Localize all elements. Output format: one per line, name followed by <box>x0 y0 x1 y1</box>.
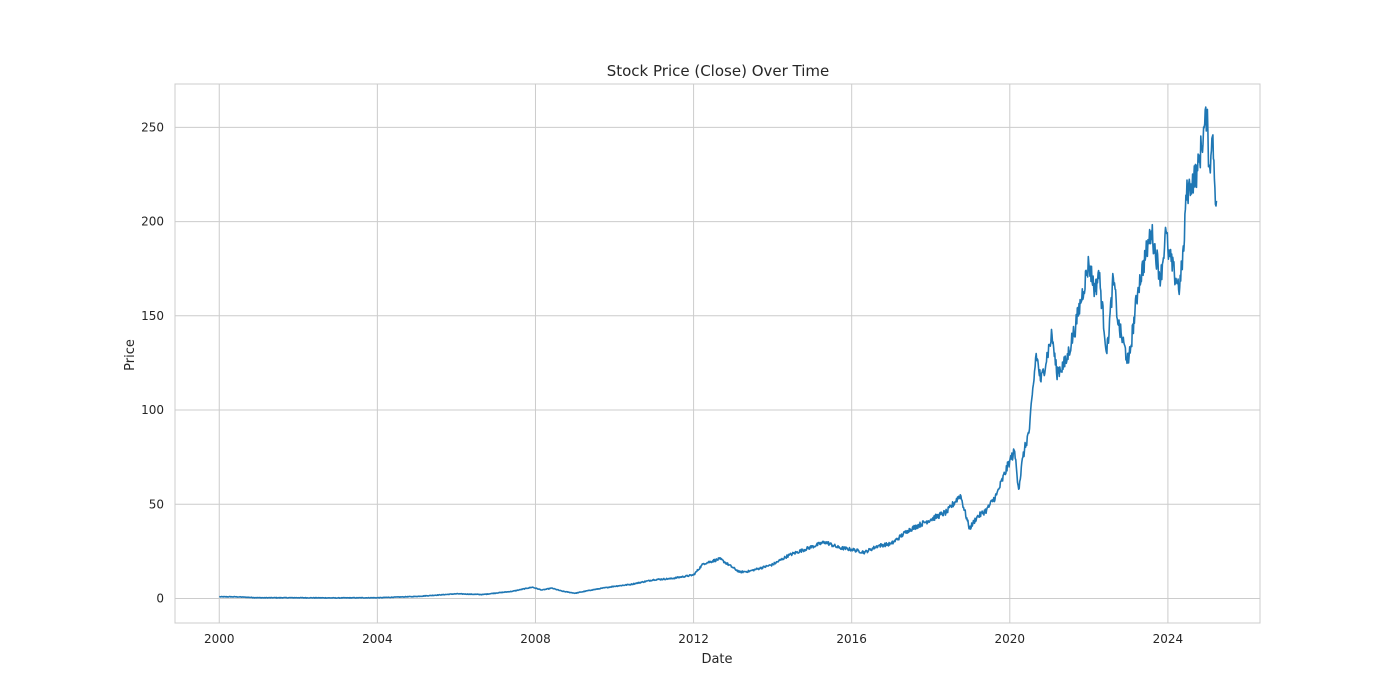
y-tick-label: 200 <box>141 215 164 229</box>
chart-title: Stock Price (Close) Over Time <box>607 62 830 80</box>
grid <box>175 84 1260 623</box>
y-tick-label: 150 <box>141 309 164 323</box>
y-tick-label: 100 <box>141 403 164 417</box>
x-tick-label: 2024 <box>1153 632 1184 646</box>
x-tick-label: 2012 <box>678 632 709 646</box>
series-layer <box>219 106 1218 599</box>
x-tick-label: 2000 <box>204 632 235 646</box>
y-tick-label: 50 <box>149 497 164 511</box>
series-line-close <box>219 106 1218 599</box>
y-axis-ticks: 0 50 100 150 200 250 <box>141 120 164 605</box>
x-axis-ticks: 2000 2004 2008 2012 2016 2020 2024 <box>204 632 1183 646</box>
x-tick-label: 2016 <box>836 632 867 646</box>
x-tick-label: 2004 <box>362 632 393 646</box>
plot-frame <box>174 83 1261 624</box>
y-tick-label: 0 <box>156 592 164 606</box>
x-tick-label: 2020 <box>995 632 1026 646</box>
x-tick-label: 2008 <box>520 632 551 646</box>
y-axis-label: Price <box>123 339 138 371</box>
y-tick-label: 250 <box>141 120 164 134</box>
x-axis-label: Date <box>701 652 732 667</box>
